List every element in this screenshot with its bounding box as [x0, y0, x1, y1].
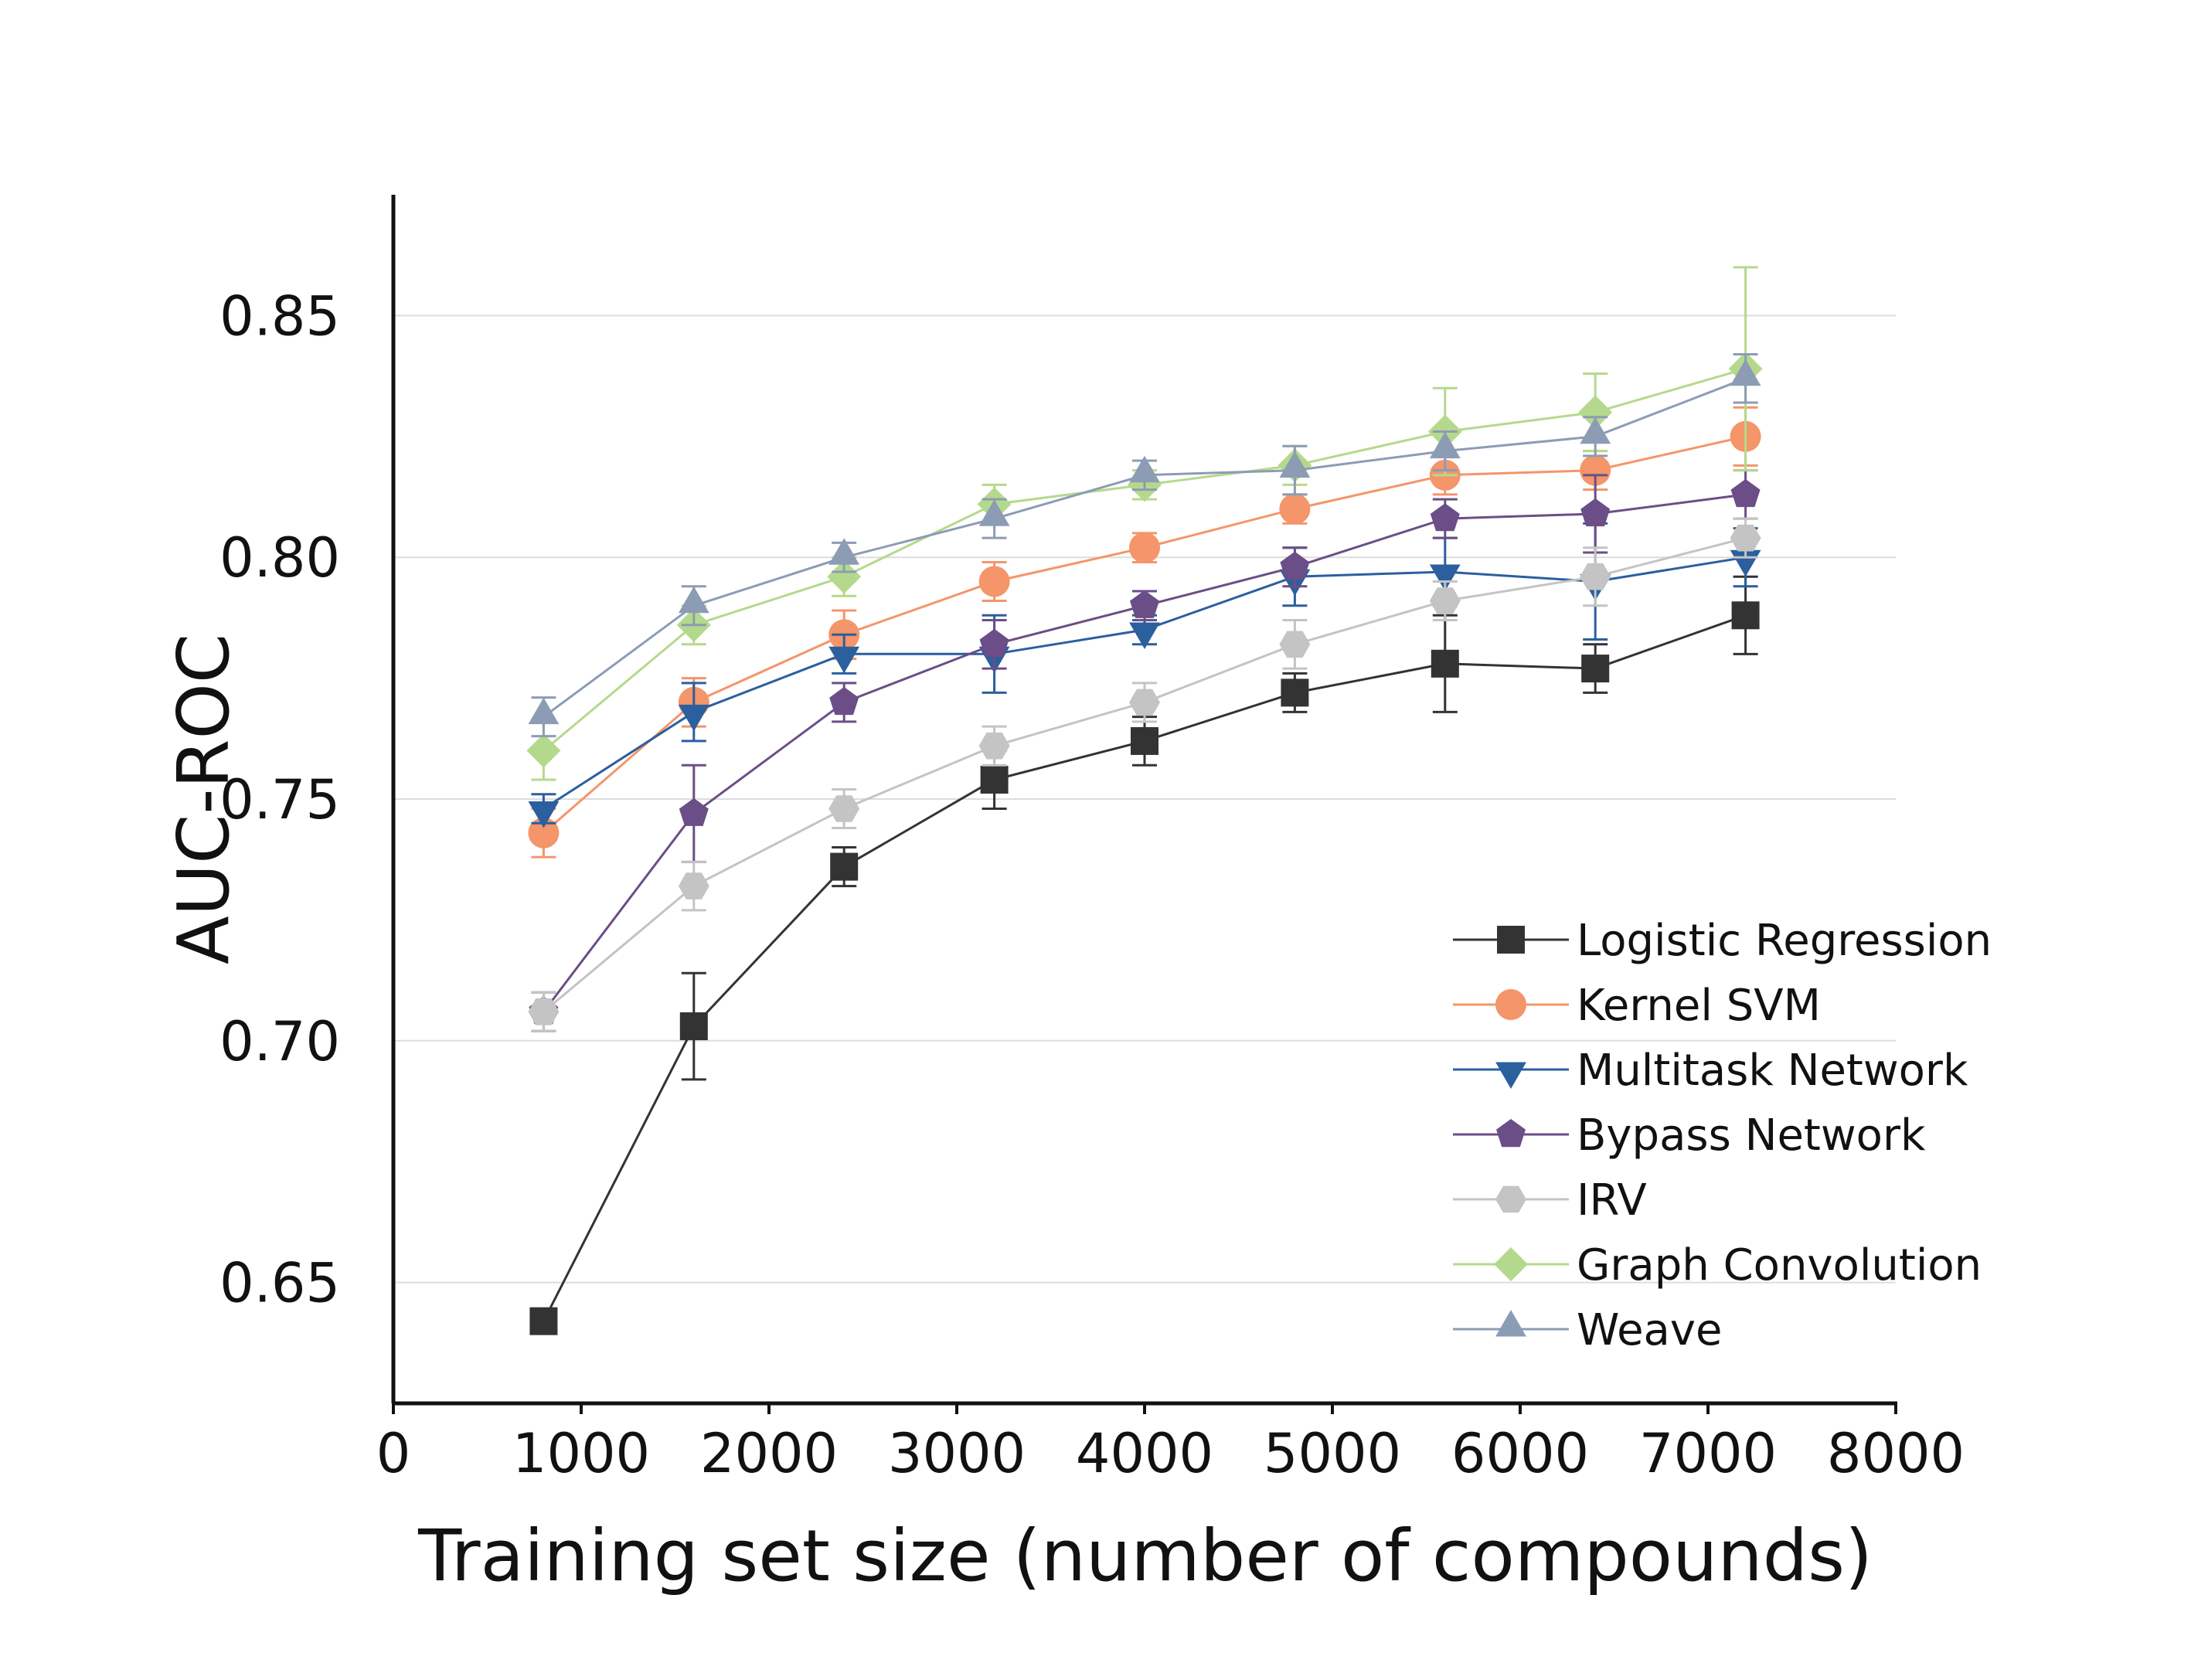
data-point: [1131, 726, 1158, 755]
data-point: [528, 817, 560, 849]
data-point: [678, 704, 709, 732]
data-point: [1581, 655, 1610, 683]
legend-marker: [1495, 989, 1526, 1020]
legend-marker: [1497, 926, 1525, 954]
x-tick-label: 7000: [1639, 1422, 1777, 1485]
series-layer: [526, 266, 1763, 1335]
data-point: [828, 795, 860, 822]
legend-label: Logistic Regression: [1577, 916, 1992, 966]
data-point: [1580, 498, 1611, 527]
data-point: [1731, 601, 1760, 630]
data-point: [1429, 587, 1461, 614]
data-point: [1129, 622, 1160, 649]
data-point: [1730, 524, 1761, 552]
legend-item: Graph Convolution: [1453, 1240, 1982, 1291]
data-point: [1279, 451, 1311, 478]
x-tick-label: 8000: [1827, 1422, 1965, 1485]
y-tick-label: 0.65: [219, 1252, 340, 1315]
legend-marker: [1495, 1310, 1526, 1337]
data-point: [678, 586, 709, 614]
data-point: [679, 1012, 708, 1041]
data-point: [827, 559, 862, 594]
data-point: [1580, 417, 1611, 444]
data-point: [1730, 478, 1761, 508]
data-point: [1580, 563, 1611, 590]
data-point: [1429, 431, 1461, 459]
data-point: [828, 538, 860, 565]
data-point: [1281, 678, 1309, 707]
data-point: [979, 628, 1009, 657]
data-point: [528, 697, 560, 725]
legend-label: Weave: [1577, 1305, 1722, 1355]
data-point: [528, 801, 560, 828]
legend-item: Multitask Network: [1453, 1046, 1968, 1096]
y-tick-label: 0.75: [219, 768, 340, 831]
data-point: [829, 686, 859, 716]
legend: Logistic Regression Kernel SVM Multitask N…: [1453, 916, 1992, 1355]
legend-label: Multitask Network: [1577, 1046, 1968, 1096]
grid-layer: [393, 315, 1896, 1284]
data-point: [1130, 590, 1159, 618]
legend-item: Kernel SVM: [1453, 981, 1821, 1031]
series-irv: [528, 517, 1761, 1032]
x-tick-label: 0: [376, 1422, 411, 1485]
x-tick-label: 3000: [888, 1422, 1026, 1485]
legend-marker: [1496, 1119, 1526, 1148]
x-axis-title: Training set size (number of compounds): [417, 1515, 1873, 1597]
series-logistic-regression: [529, 575, 1760, 1335]
data-point: [1431, 649, 1459, 678]
data-point: [1129, 532, 1160, 563]
data-point: [1430, 503, 1460, 532]
y-tick-label: 0.70: [219, 1010, 340, 1073]
legend-item: Bypass Network: [1453, 1110, 1926, 1161]
x-tick-label: 2000: [700, 1422, 838, 1485]
data-point: [678, 872, 709, 900]
legend-label: IRV: [1577, 1175, 1647, 1226]
x-tick-label: 5000: [1264, 1422, 1401, 1485]
data-point: [526, 733, 561, 768]
series-multitask-network: [528, 522, 1761, 828]
data-point: [1279, 631, 1311, 658]
y-tick-label: 0.80: [219, 526, 340, 590]
data-point: [978, 499, 1010, 526]
data-point: [978, 732, 1010, 760]
legend-item: Weave: [1453, 1305, 1722, 1355]
data-point: [528, 998, 560, 1025]
y-axis-title: AUC-ROC: [162, 634, 245, 964]
legend-item: Logistic Regression: [1453, 916, 1992, 966]
data-point: [1580, 454, 1611, 486]
data-point: [529, 1307, 558, 1335]
legend-marker: [1494, 1247, 1528, 1281]
data-point: [828, 646, 860, 674]
data-point: [1429, 564, 1461, 591]
legend-label: Graph Convolution: [1577, 1240, 1982, 1291]
series-bypass-network: [529, 469, 1761, 1032]
legend-label: Bypass Network: [1577, 1110, 1926, 1161]
legend-item: IRV: [1453, 1175, 1647, 1226]
ticks-layer: 0.65 0.70 0.75 0.80 0.85 0 1000 2000 3000 4000 500…: [219, 284, 1965, 1485]
x-tick-label: 4000: [1076, 1422, 1213, 1485]
x-tick-label: 6000: [1451, 1422, 1589, 1485]
legend-marker: [1495, 1062, 1526, 1089]
series-weave: [528, 352, 1761, 738]
data-point: [1129, 689, 1160, 716]
data-point: [978, 566, 1010, 597]
data-point: [1730, 359, 1761, 386]
data-point: [1280, 551, 1310, 580]
data-point: [980, 765, 1009, 794]
data-point: [679, 797, 709, 826]
data-point: [830, 852, 859, 881]
y-tick-label: 0.85: [219, 284, 340, 348]
data-point: [1129, 455, 1160, 483]
legend-label: Kernel SVM: [1577, 981, 1821, 1031]
data-point: [1578, 395, 1613, 430]
legend-marker: [1495, 1185, 1526, 1213]
data-point: [1279, 493, 1311, 525]
x-tick-label: 1000: [512, 1422, 650, 1485]
